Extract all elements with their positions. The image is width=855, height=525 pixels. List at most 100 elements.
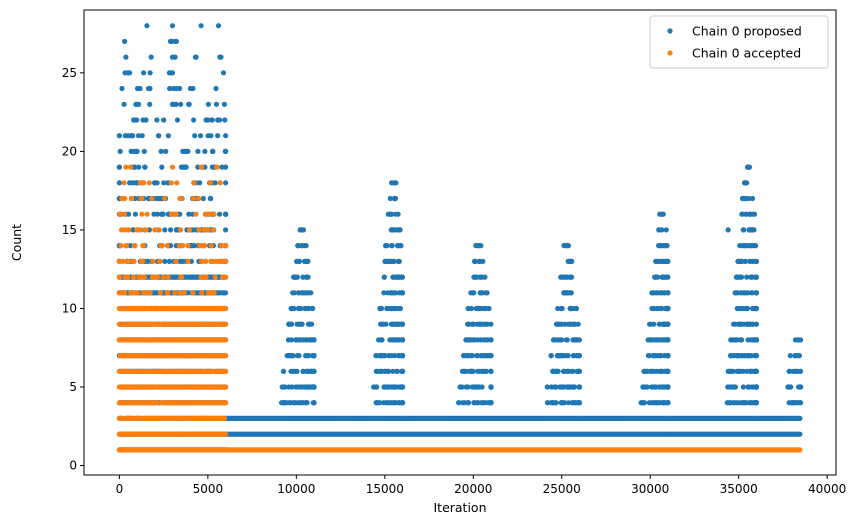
proposed-point bbox=[223, 164, 229, 170]
proposed-point bbox=[664, 243, 670, 249]
proposed-point bbox=[219, 164, 225, 170]
proposed-point bbox=[396, 258, 402, 264]
proposed-point bbox=[293, 337, 299, 343]
proposed-point bbox=[548, 400, 554, 406]
accepted-point bbox=[212, 274, 218, 280]
proposed-point bbox=[395, 337, 401, 343]
accepted-point bbox=[130, 274, 136, 280]
proposed-point bbox=[479, 368, 486, 374]
proposed-point bbox=[378, 321, 384, 327]
proposed-point bbox=[217, 211, 223, 217]
accepted-point bbox=[143, 227, 149, 233]
proposed-point bbox=[796, 384, 802, 390]
accepted-point bbox=[146, 180, 152, 186]
proposed-point bbox=[158, 195, 164, 202]
proposed-point bbox=[483, 321, 489, 327]
proposed-point bbox=[748, 400, 754, 406]
proposed-point bbox=[797, 431, 803, 437]
accepted-point bbox=[160, 274, 166, 280]
proposed-point bbox=[382, 368, 388, 374]
proposed-point bbox=[215, 133, 221, 139]
accepted-point bbox=[211, 290, 217, 296]
proposed-point bbox=[559, 321, 565, 327]
proposed-point bbox=[753, 337, 760, 343]
accepted-point bbox=[149, 195, 155, 202]
accepted-point bbox=[172, 290, 178, 296]
proposed-point bbox=[388, 227, 394, 233]
proposed-point bbox=[392, 305, 398, 312]
accepted-point bbox=[178, 227, 184, 233]
proposed-point bbox=[191, 117, 197, 123]
proposed-point bbox=[122, 38, 128, 45]
accepted-point bbox=[126, 227, 132, 233]
accepted-point bbox=[207, 180, 213, 186]
proposed-point bbox=[561, 290, 567, 296]
proposed-point bbox=[745, 290, 751, 296]
proposed-point bbox=[297, 400, 303, 406]
proposed-point bbox=[193, 54, 199, 60]
proposed-point bbox=[156, 133, 162, 139]
proposed-point bbox=[289, 305, 295, 312]
proposed-point bbox=[303, 337, 309, 343]
proposed-point bbox=[399, 353, 406, 359]
proposed-point bbox=[567, 321, 574, 327]
accepted-point bbox=[156, 227, 162, 233]
proposed-point bbox=[395, 211, 401, 217]
proposed-point bbox=[730, 400, 737, 406]
proposed-point bbox=[740, 305, 746, 312]
proposed-point bbox=[151, 180, 157, 186]
accepted-point bbox=[199, 290, 205, 296]
proposed-point bbox=[188, 258, 194, 264]
proposed-point bbox=[306, 321, 312, 327]
proposed-point bbox=[727, 368, 733, 374]
proposed-point bbox=[642, 384, 648, 390]
proposed-point bbox=[479, 400, 485, 406]
proposed-point bbox=[569, 274, 575, 280]
proposed-point bbox=[378, 337, 384, 343]
proposed-point bbox=[570, 337, 576, 343]
proposed-point bbox=[202, 148, 208, 154]
proposed-point bbox=[297, 337, 303, 343]
proposed-point bbox=[658, 337, 664, 343]
proposed-point bbox=[572, 321, 578, 327]
proposed-point bbox=[658, 368, 665, 374]
proposed-point bbox=[395, 353, 401, 359]
proposed-point bbox=[568, 258, 574, 264]
accepted-point bbox=[218, 243, 225, 249]
proposed-point bbox=[663, 274, 669, 280]
points-layer bbox=[116, 23, 804, 453]
accepted-point bbox=[211, 211, 217, 217]
proposed-point bbox=[134, 148, 140, 154]
proposed-point bbox=[471, 400, 477, 406]
proposed-point bbox=[733, 290, 740, 296]
proposed-point bbox=[122, 70, 128, 76]
proposed-point bbox=[137, 85, 143, 92]
proposed-point bbox=[481, 305, 487, 312]
proposed-point bbox=[299, 290, 305, 296]
proposed-point bbox=[565, 353, 571, 359]
proposed-point bbox=[160, 211, 166, 217]
proposed-point bbox=[658, 258, 665, 264]
proposed-point bbox=[281, 368, 287, 374]
proposed-point bbox=[471, 274, 477, 280]
accepted-point bbox=[178, 274, 184, 280]
proposed-point bbox=[461, 400, 468, 406]
accepted-point bbox=[198, 164, 204, 170]
proposed-point bbox=[753, 305, 760, 312]
proposed-point bbox=[161, 117, 167, 123]
proposed-point bbox=[665, 400, 671, 406]
proposed-point bbox=[796, 353, 802, 359]
proposed-point bbox=[798, 337, 804, 343]
accepted-point bbox=[177, 195, 183, 202]
proposed-point bbox=[390, 384, 396, 390]
proposed-point bbox=[558, 400, 565, 406]
accepted-point bbox=[129, 195, 135, 202]
proposed-point bbox=[208, 195, 214, 202]
proposed-point bbox=[750, 305, 756, 312]
accepted-point bbox=[223, 305, 229, 312]
proposed-point bbox=[474, 353, 480, 359]
proposed-point bbox=[564, 243, 570, 249]
proposed-point bbox=[735, 305, 741, 312]
proposed-point bbox=[151, 211, 157, 217]
proposed-point bbox=[651, 321, 657, 327]
